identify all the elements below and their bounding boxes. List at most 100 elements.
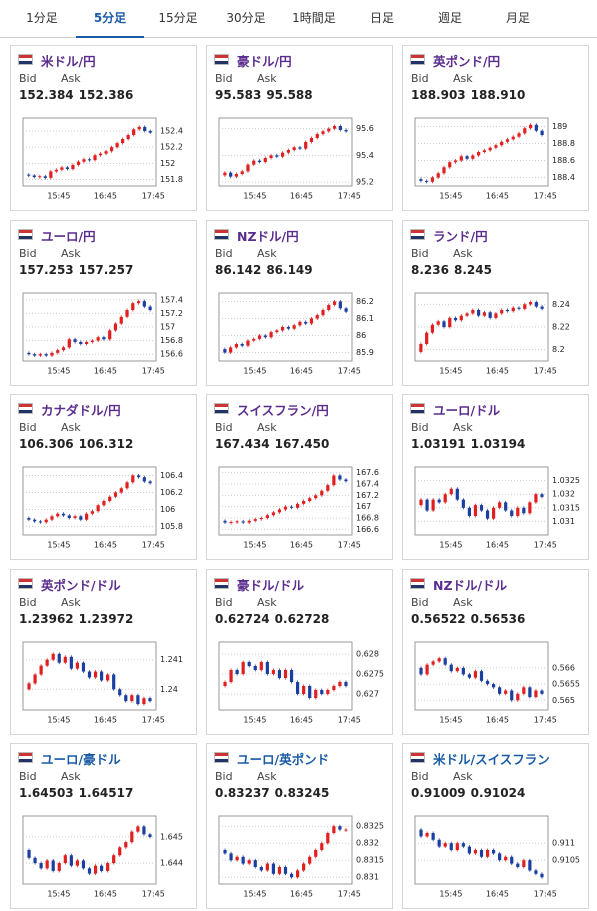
pair-title[interactable]: ユーロ/円 <box>41 228 96 244</box>
y-tick-label: 8.22 <box>552 322 570 331</box>
quote-values: 157.253 157.257 <box>19 263 133 277</box>
x-tick-label: 15:45 <box>243 366 266 375</box>
candle <box>39 863 43 869</box>
bid-value: 8.236 <box>411 262 449 277</box>
candle <box>419 667 423 674</box>
pair-title[interactable]: 英ポンド/ドル <box>41 577 121 593</box>
quote-values: 0.56522 0.56536 <box>411 612 525 626</box>
plot-frame <box>22 466 157 536</box>
rate-card: ユーロ/円 Bid Ask 157.253 157.257 157.4 157.2 157 15… <box>10 219 197 386</box>
pair-title[interactable]: NZドル/円 <box>237 228 299 244</box>
tab[interactable]: 週足 <box>437 11 462 25</box>
candle <box>425 664 429 674</box>
candle <box>99 671 104 680</box>
tab[interactable]: 15分足 <box>158 11 198 25</box>
timeframe-tabs: 1分足 5分足 15分足 30分足 1時間足 日足 週足 月足 <box>0 0 597 38</box>
candle <box>125 482 129 489</box>
x-tick-label: 17:45 <box>534 366 557 375</box>
x-tick-label: 16:45 <box>94 541 117 550</box>
x-tick-label: 16:45 <box>94 715 117 724</box>
candle <box>494 312 498 318</box>
x-tick-label: 16:45 <box>290 715 313 724</box>
candle <box>87 868 92 874</box>
pair-title[interactable]: NZドル/ドル <box>433 577 508 593</box>
candle <box>235 856 239 861</box>
y-tick-label: 1.0325 <box>552 476 580 485</box>
ask-value: 95.588 <box>266 88 313 102</box>
x-tick-label: 16:45 <box>94 192 117 201</box>
flag-icon <box>410 752 425 763</box>
candle <box>443 843 447 847</box>
pair-title[interactable]: 英ポンド/円 <box>433 54 501 69</box>
candle <box>27 174 31 176</box>
ask-label: Ask <box>61 421 81 434</box>
candle <box>265 661 269 674</box>
candle <box>142 477 146 482</box>
y-tick-label: 0.5655 <box>552 679 580 688</box>
bid-value: 1.23962 <box>19 611 74 626</box>
plot-frame <box>22 815 157 885</box>
candle <box>455 667 459 671</box>
pair-title[interactable]: ユーロ/豪ドル <box>41 752 121 767</box>
candle <box>344 307 348 312</box>
x-tick-label: 17:45 <box>142 192 165 201</box>
pair-title[interactable]: ユーロ/ドル <box>433 403 501 418</box>
candle <box>449 488 453 495</box>
bid-value: 0.83237 <box>215 786 270 800</box>
bid-label: Bid <box>411 421 429 434</box>
candle <box>44 519 48 523</box>
candle <box>498 853 502 861</box>
quote-values: 167.434 167.450 <box>215 437 329 451</box>
pair-title[interactable]: 豪ドル/ドル <box>237 577 305 593</box>
candle <box>298 147 302 149</box>
candle <box>534 124 538 131</box>
tab[interactable]: 1分足 <box>26 11 58 25</box>
candle <box>257 160 262 162</box>
rate-card: NZドル/ドル Bid Ask 0.56522 0.56536 0.566 0.5655 0.… <box>402 568 589 735</box>
candle <box>90 511 94 514</box>
tab[interactable]: 1時間足 <box>292 11 336 25</box>
candle <box>425 499 429 511</box>
y-tick-label: 166.8 <box>356 514 379 523</box>
candle <box>51 860 55 871</box>
candle <box>69 656 73 669</box>
pair-title[interactable]: ランド/円 <box>433 228 488 244</box>
tab[interactable]: 5分足 <box>76 0 144 38</box>
pair-title[interactable]: ユーロ/英ポンド <box>237 752 330 767</box>
pair-title[interactable]: 豪ドル/円 <box>237 54 292 69</box>
candle <box>229 669 233 682</box>
candle <box>75 860 80 866</box>
ask-label: Ask <box>257 595 277 609</box>
y-tick-label: 0.566 <box>552 663 575 672</box>
candle <box>289 669 294 682</box>
candle <box>448 317 452 327</box>
y-tick-label: 0.911 <box>552 839 575 848</box>
candle-chart: 189 188.8 188.6 188.4 15:45 16:45 17:45 <box>414 117 575 201</box>
quote-values: 0.62724 0.62728 <box>215 612 329 626</box>
candle <box>33 857 37 864</box>
candle <box>253 519 257 521</box>
quote-values: 86.142 86.149 <box>215 263 313 277</box>
candle <box>246 340 250 346</box>
candle <box>431 833 435 840</box>
candle <box>265 515 269 518</box>
candle <box>344 130 348 132</box>
candle <box>75 662 80 669</box>
candle <box>241 521 245 523</box>
pair-title[interactable]: 米ドル/円 <box>41 54 96 69</box>
candle <box>136 826 140 832</box>
candle <box>252 338 256 341</box>
tab[interactable]: 30分足 <box>226 11 266 25</box>
candle-chart: 0.566 0.5655 0.565 15:45 16:45 17:45 <box>414 641 580 724</box>
candle <box>320 490 324 496</box>
pair-title[interactable]: スイスフラン/円 <box>237 403 329 418</box>
y-tick-label: 167.4 <box>356 480 379 489</box>
pair-title[interactable]: カナダドル/円 <box>41 403 121 418</box>
candle <box>314 495 318 499</box>
y-tick-label: 0.9105 <box>552 856 580 865</box>
candle <box>302 685 306 694</box>
ask-value: 1.03194 <box>470 437 526 451</box>
pair-title[interactable]: 米ドル/スイスフラン <box>433 752 550 767</box>
tab[interactable]: 日足 <box>369 11 394 25</box>
tab[interactable]: 月足 <box>505 11 530 25</box>
